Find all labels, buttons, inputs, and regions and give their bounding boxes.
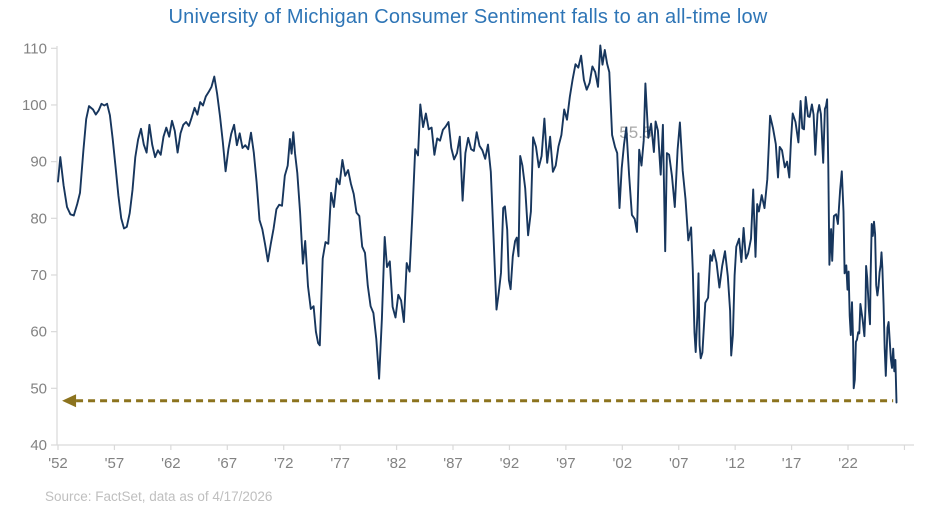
x-tick-label: '87 <box>443 455 463 472</box>
x-tick-label: '77 <box>330 455 350 472</box>
x-tick-label: '12 <box>725 455 745 472</box>
x-tick-label: '62 <box>161 455 181 472</box>
y-tick-label: 50 <box>30 380 47 397</box>
x-tick-label: '67 <box>218 455 238 472</box>
y-tick-label: 90 <box>30 154 47 171</box>
y-tick-label: 40 <box>30 437 47 454</box>
x-tick-label: '92 <box>500 455 520 472</box>
x-tick-label: '22 <box>838 455 858 472</box>
x-tick-label: '07 <box>669 455 689 472</box>
x-tick-label: '72 <box>274 455 294 472</box>
x-tick-label: '02 <box>613 455 633 472</box>
x-tick-label: '52 <box>48 455 68 472</box>
source-note: Source: FactSet, data as of 4/17/2026 <box>45 489 273 504</box>
y-tick-label: 60 <box>30 324 47 341</box>
y-tick-label: 70 <box>30 267 47 284</box>
x-tick-label: '82 <box>387 455 407 472</box>
chart-title: University of Michigan Consumer Sentimen… <box>168 6 768 28</box>
y-tick-label: 110 <box>23 40 47 57</box>
x-tick-label: '97 <box>556 455 576 472</box>
sentiment-line <box>57 44 898 404</box>
arrowhead-left-icon <box>62 394 77 408</box>
y-tick-label: 80 <box>30 210 47 227</box>
x-tick-label: '57 <box>105 455 125 472</box>
y-tick-label: 100 <box>22 97 47 114</box>
x-tick-label: '17 <box>782 455 802 472</box>
